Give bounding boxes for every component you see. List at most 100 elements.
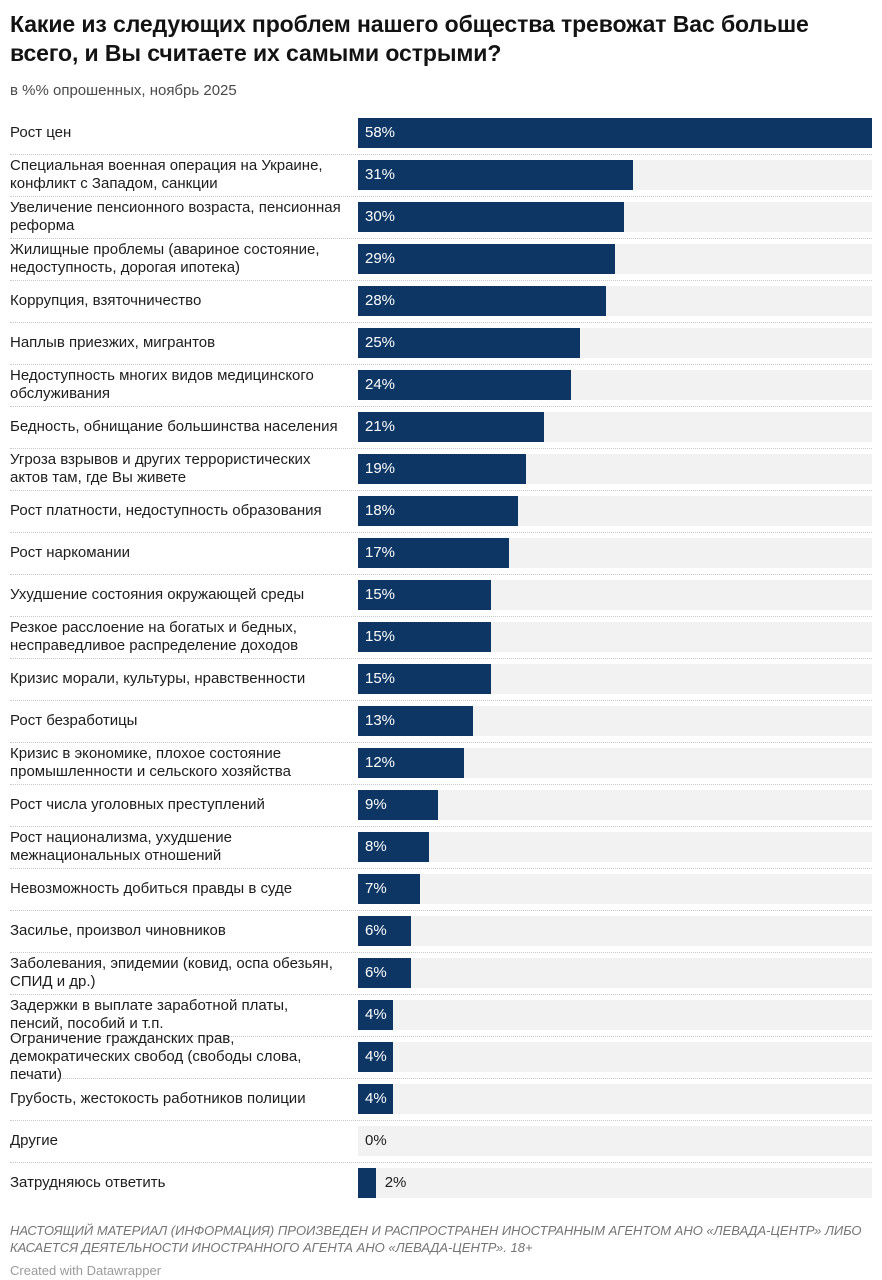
bar: [358, 117, 872, 148]
value-label: 8%: [365, 838, 387, 856]
page-title: Какие из следующих проблем нашего общест…: [10, 11, 809, 67]
value-label: 0%: [365, 1132, 387, 1150]
chart-rows: Рост цен 58% Специальная военная операция …: [10, 112, 872, 1204]
bar: [358, 328, 580, 359]
chart-row: Угроза взрывов и других террористических…: [10, 447, 872, 490]
bar: [358, 664, 491, 695]
category-label: Рост числа уголовных преступлений: [10, 796, 265, 814]
chart-row: Засилье, произвол чиновников 6%: [10, 909, 872, 952]
chart-row: Рост наркомании 17%: [10, 531, 872, 574]
chart-row: Рост цен 58%: [10, 112, 872, 154]
bar: [358, 454, 527, 485]
value-label: 12%: [365, 754, 396, 772]
category-label: Рост национализма, ухудшение межнационал…: [10, 829, 232, 865]
chart-row: Невозможность добиться правды в суде 7%: [10, 867, 872, 910]
value-label: 58%: [365, 123, 396, 141]
bar: [358, 958, 412, 989]
bar: [358, 622, 491, 653]
bar: [358, 160, 633, 191]
bar: [358, 202, 624, 233]
bar-track: 0%: [358, 1126, 872, 1157]
bar-track: 7%: [358, 874, 872, 905]
value-label: 6%: [365, 922, 387, 940]
chart-subtitle: в %% опрошенных, ноябрь 2025: [10, 81, 237, 99]
category-label: Специальная военная операция на Украине,…: [10, 157, 323, 193]
bar: [358, 496, 518, 527]
chart-row: Резкое расслоение на богатых и бедных, н…: [10, 615, 872, 658]
bar-track: 15%: [358, 622, 872, 653]
chart-row: Коррупция, взяточничество 28%: [10, 279, 872, 322]
bar: [358, 370, 571, 401]
chart-row: Рост национализма, ухудшение межнационал…: [10, 825, 872, 868]
category-label: Рост наркомании: [10, 544, 130, 562]
category-label: Бедность, обнищание большинства населени…: [10, 418, 338, 436]
category-label: Другие: [10, 1132, 59, 1150]
value-label: 4%: [365, 1048, 387, 1066]
chart-row: Грубость, жестокость работников полиции 4…: [10, 1077, 872, 1120]
chart-row: Ограничение гражданских прав, демократич…: [10, 1030, 872, 1083]
bar-track: 6%: [358, 916, 872, 947]
bar-track: 4%: [358, 1084, 872, 1115]
category-label: Ухудшение состояния окружающей среды: [10, 586, 305, 604]
bar-track: 18%: [358, 496, 872, 527]
chart-row: Бедность, обнищание большинства населени…: [10, 405, 872, 448]
bar: [358, 1084, 394, 1115]
bar-track: 17%: [358, 538, 872, 569]
category-label: Угроза взрывов и других террористических…: [10, 451, 311, 487]
value-label: 9%: [365, 796, 387, 814]
value-label: 13%: [365, 712, 396, 730]
bar: [358, 538, 509, 569]
chart-row: Недоступность многих видов медицинского …: [10, 363, 872, 406]
bar: [358, 748, 465, 779]
value-label: 18%: [365, 502, 396, 520]
bar: [358, 1000, 394, 1031]
chart-row: Кризис морали, культуры, нравственности 1…: [10, 657, 872, 700]
bar-track: 8%: [358, 832, 872, 863]
chart-row: Специальная военная операция на Украине,…: [10, 153, 872, 196]
bar-track: 28%: [358, 286, 872, 317]
value-label: 15%: [365, 586, 396, 604]
chart-row: Увеличение пенсионного возраста, пенсион…: [10, 195, 872, 238]
bar-track: 12%: [358, 748, 872, 779]
bar: [358, 286, 607, 317]
bar: [358, 244, 615, 275]
chart-row: Задержки в выплате заработной платы, пен…: [10, 993, 872, 1036]
value-label: 6%: [365, 964, 387, 982]
bar-track: 15%: [358, 580, 872, 611]
chart-row: Затрудняюсь ответить 2%: [10, 1161, 872, 1204]
bar-track: 21%: [358, 412, 872, 443]
bar-track: 31%: [358, 160, 872, 191]
category-label: Заболевания, эпидемии (ковид, оспа обезь…: [10, 955, 333, 991]
chart-footer: НАСТОЯЩИЙ МАТЕРИАЛ (ИНФОРМАЦИЯ) ПРОИЗВЕД…: [10, 1222, 872, 1278]
category-label: Кризис в экономике, плохое состояние про…: [10, 745, 291, 781]
bar-track: 13%: [358, 706, 872, 737]
category-label: Кризис морали, культуры, нравственности: [10, 670, 306, 688]
bar: [358, 790, 438, 821]
category-label: Увеличение пенсионного возраста, пенсион…: [10, 199, 341, 235]
value-label: 25%: [365, 334, 396, 352]
chart-row: Ухудшение состояния окружающей среды 15%: [10, 573, 872, 616]
bar-track: 6%: [358, 958, 872, 989]
value-label: 19%: [365, 460, 396, 478]
category-label: Недоступность многих видов медицинского …: [10, 367, 314, 403]
value-label: 4%: [365, 1090, 387, 1108]
category-label: Рост платности, недоступность образовани…: [10, 502, 322, 520]
bar: [358, 916, 412, 947]
bar: [358, 412, 545, 443]
bar-track: 25%: [358, 328, 872, 359]
category-label: Наплыв приезжих, мигрантов: [10, 334, 216, 352]
category-label: Резкое расслоение на богатых и бедных, н…: [10, 619, 299, 655]
category-label: Рост безработицы: [10, 712, 138, 730]
value-label: 17%: [365, 544, 396, 562]
bar: [358, 706, 474, 737]
value-label: 4%: [365, 1006, 387, 1024]
value-label: 2%: [384, 1174, 407, 1192]
foreign-agent-disclaimer: НАСТОЯЩИЙ МАТЕРИАЛ (ИНФОРМАЦИЯ) ПРОИЗВЕД…: [10, 1222, 862, 1255]
value-label: 30%: [365, 208, 396, 226]
bar-track: 15%: [358, 664, 872, 695]
chart-row: Наплыв приезжих, мигрантов 25%: [10, 321, 872, 364]
bar: [358, 832, 429, 863]
value-label: 28%: [365, 292, 396, 310]
chart-row: Другие 0%: [10, 1119, 872, 1162]
value-label: 15%: [365, 670, 396, 688]
